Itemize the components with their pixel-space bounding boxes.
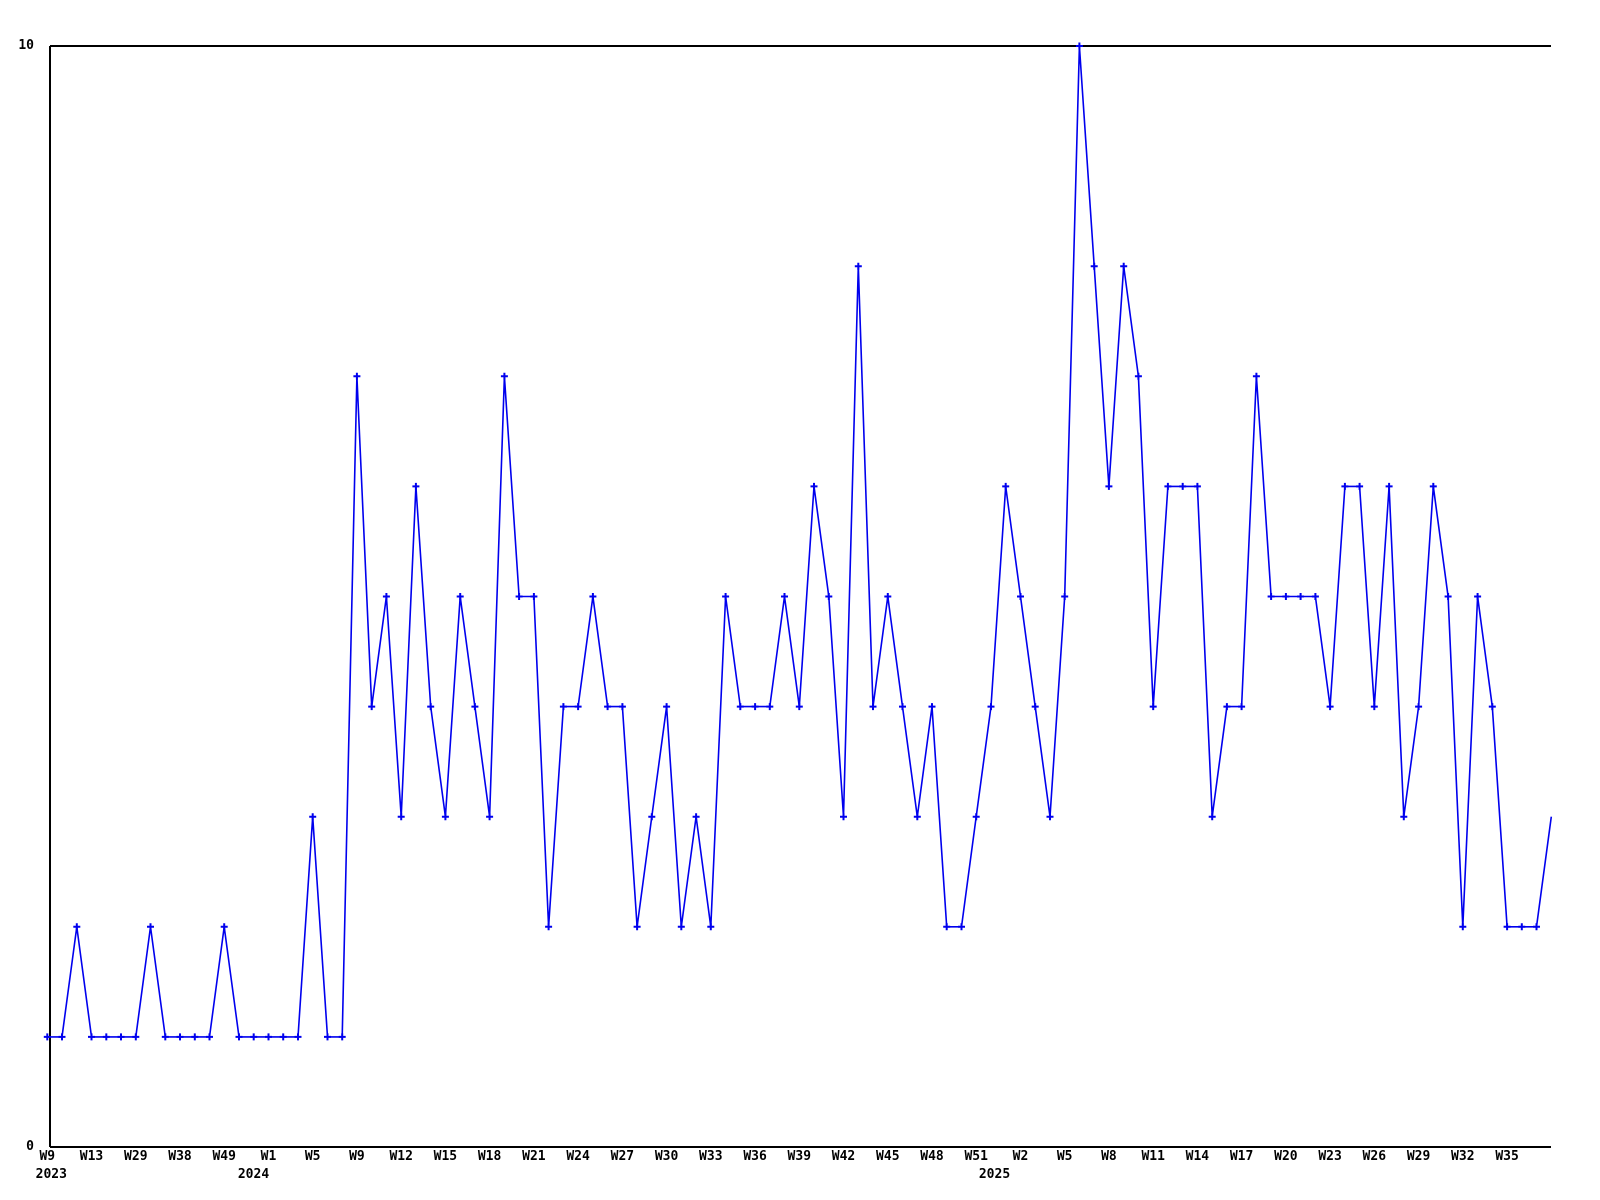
x-tick-label: W5 xyxy=(1056,1149,1073,1164)
x-tick-label: W51 xyxy=(964,1149,988,1164)
x-tick-label: W13 xyxy=(79,1149,104,1164)
x-tick-label: W48 xyxy=(920,1149,944,1164)
x-tick-label: W26 xyxy=(1362,1149,1387,1164)
x-tick-label: W49 xyxy=(212,1149,236,1164)
x-tick-label: W1 xyxy=(260,1149,277,1164)
x-tick-label: W9 xyxy=(39,1149,56,1164)
x-tick-label: W35 xyxy=(1495,1149,1519,1164)
x-year-label: 2023 xyxy=(35,1167,67,1182)
x-tick-label: W14 xyxy=(1185,1149,1210,1164)
x-tick-label: W12 xyxy=(389,1149,413,1164)
x-tick-label: W15 xyxy=(433,1149,458,1164)
y-axis-min-label: 0 xyxy=(26,1139,34,1154)
x-tick-label: W27 xyxy=(610,1149,635,1164)
x-tick-label: W2 xyxy=(1012,1149,1029,1164)
x-tick-label: W23 xyxy=(1318,1149,1342,1164)
data-point-markers xyxy=(43,42,1540,1041)
x-tick-label: W5 xyxy=(304,1149,321,1164)
x-tick-label: W29 xyxy=(124,1149,148,1164)
x-tick-label: W32 xyxy=(1451,1149,1475,1164)
x-tick-label: W29 xyxy=(1406,1149,1431,1164)
x-tick-label: W30 xyxy=(654,1149,679,1164)
x-tick-label: W36 xyxy=(743,1149,767,1164)
x-tick-label: W45 xyxy=(876,1149,900,1164)
x-tick-label: W9 xyxy=(349,1149,365,1164)
data-line xyxy=(47,45,1553,1038)
y-axis-max-label: 10 xyxy=(18,38,34,53)
x-tick-label: W18 xyxy=(477,1149,502,1164)
x-tick-label: W21 xyxy=(522,1149,546,1164)
x-tick-label: W24 xyxy=(566,1149,590,1164)
x-tick-label: W39 xyxy=(787,1149,812,1164)
x-tick-label: W33 xyxy=(699,1149,723,1164)
x-year-label: 2025 xyxy=(978,1167,1011,1182)
x-tick-label: W17 xyxy=(1229,1149,1254,1164)
plot-frame xyxy=(49,45,1551,1148)
x-tick-label: W8 xyxy=(1101,1149,1117,1164)
x-tick-label: W42 xyxy=(831,1149,856,1164)
x-tick-label: W11 xyxy=(1141,1149,1165,1164)
x-tick-label: W38 xyxy=(168,1149,192,1164)
x-tick-label: W20 xyxy=(1274,1149,1298,1164)
x-year-label: 2024 xyxy=(237,1167,270,1182)
